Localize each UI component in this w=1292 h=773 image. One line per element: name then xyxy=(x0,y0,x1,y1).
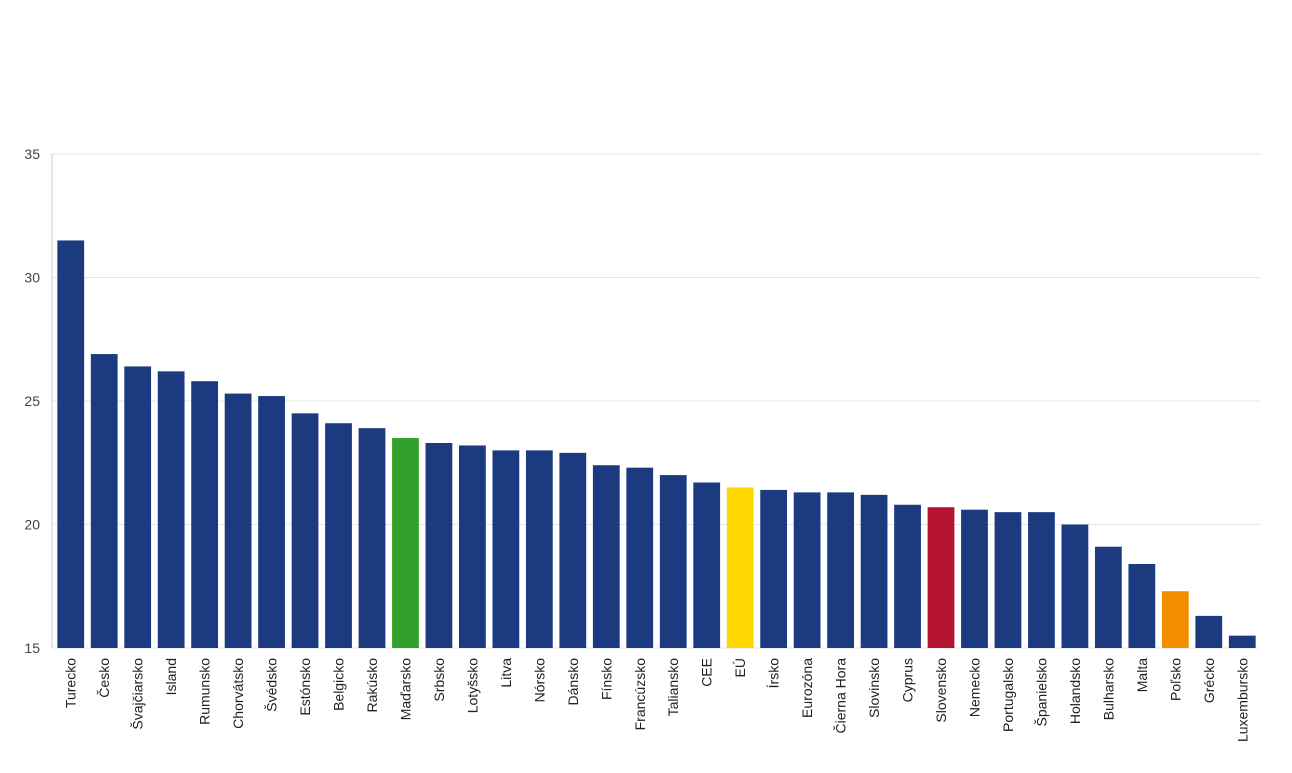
bar-22 xyxy=(793,492,821,648)
bar-25 xyxy=(894,504,921,648)
x-category-label: Luxembursko xyxy=(1234,658,1250,742)
x-category-label: Island xyxy=(163,658,179,695)
bar-30 xyxy=(1061,524,1089,648)
bar-20 xyxy=(726,487,754,648)
bar-27 xyxy=(961,509,988,648)
bar-33 xyxy=(1161,591,1189,648)
y-tick-label: 15 xyxy=(24,640,40,656)
x-category-label: Čierna Hora xyxy=(833,658,849,734)
x-axis-labels: Turecko Česko Švajčiarsko Island Rumunsko Cho… xyxy=(63,658,1251,742)
bar-29 xyxy=(1028,512,1055,648)
bar-10 xyxy=(392,438,419,648)
x-category-label: Srbsko xyxy=(431,658,447,702)
bar-3 xyxy=(157,371,185,648)
x-category-label: Turecko xyxy=(63,658,79,708)
bar-9 xyxy=(358,428,386,648)
bar-28 xyxy=(994,512,1022,648)
x-category-label: Švédsko xyxy=(264,658,280,712)
x-category-label: Fínsko xyxy=(598,658,614,700)
x-category-label: Francúzsko xyxy=(632,658,648,731)
x-category-label: Slovensko xyxy=(933,658,949,723)
bars xyxy=(57,240,1256,648)
bar-8 xyxy=(325,423,352,648)
bar-5 xyxy=(224,393,252,648)
bar-1 xyxy=(90,354,118,648)
bar-24 xyxy=(860,494,888,648)
x-category-label: Poľsko xyxy=(1167,658,1183,701)
x-category-label: Holandsko xyxy=(1067,658,1083,724)
x-category-label: Malta xyxy=(1134,658,1150,692)
bar-16 xyxy=(592,465,620,648)
bar-31 xyxy=(1094,546,1122,648)
x-category-label: Grécko xyxy=(1201,658,1217,703)
bar-6 xyxy=(258,396,285,648)
x-category-label: Švajčiarsko xyxy=(130,658,146,730)
bar-13 xyxy=(492,450,520,648)
bar-23 xyxy=(827,492,854,648)
x-category-label: Belgicko xyxy=(331,658,347,711)
bar-15 xyxy=(559,452,587,648)
x-category-label: Bulharsko xyxy=(1100,658,1116,720)
x-category-label: Slovinsko xyxy=(866,658,882,718)
bar-32 xyxy=(1128,564,1156,648)
x-category-label: Nemecko xyxy=(966,658,982,717)
bar-35 xyxy=(1228,635,1256,648)
x-category-label: Rumunsko xyxy=(197,658,213,725)
bar-19 xyxy=(693,482,721,648)
y-tick-label: 20 xyxy=(24,517,40,533)
bar-21 xyxy=(760,489,788,648)
x-category-label: CEE xyxy=(699,658,715,687)
y-tick-label: 25 xyxy=(24,393,40,409)
x-category-label: Nórsko xyxy=(531,658,547,703)
bar-14 xyxy=(525,450,553,648)
x-category-label: Rakúsko xyxy=(364,658,380,713)
x-category-label: Portugalsko xyxy=(1000,658,1016,732)
bar-34 xyxy=(1195,615,1223,648)
x-category-label: Lotyšsko xyxy=(464,658,480,713)
bar-2 xyxy=(124,366,152,648)
x-category-label: Estónsko xyxy=(297,658,313,716)
x-category-label: EÚ xyxy=(732,658,748,677)
bar-4 xyxy=(191,381,219,648)
x-category-label: Španielsko xyxy=(1033,658,1049,727)
grid-lines xyxy=(52,153,1260,649)
y-axis-ticks: 15 20 25 30 35 xyxy=(24,146,40,656)
x-category-label: Cyprus xyxy=(900,658,916,702)
x-category-label: Litva xyxy=(498,658,514,688)
y-tick-label: 30 xyxy=(24,270,40,286)
bar-26 xyxy=(927,507,955,648)
bar-17 xyxy=(626,467,654,648)
x-category-label: Dánsko xyxy=(565,658,581,706)
x-category-label: Írsko xyxy=(766,658,782,689)
bar-7 xyxy=(291,413,319,648)
bar-0 xyxy=(57,240,85,648)
x-category-label: Taliansko xyxy=(665,658,681,717)
bar-12 xyxy=(459,445,486,648)
x-category-label: Maďarsko xyxy=(397,658,413,721)
bar-11 xyxy=(425,442,453,648)
x-category-label: Česko xyxy=(96,658,112,698)
x-category-label: Chorvátsko xyxy=(230,658,246,729)
x-category-label: Eurozóna xyxy=(799,658,815,718)
y-tick-label: 35 xyxy=(24,146,40,162)
bar-18 xyxy=(659,475,687,648)
